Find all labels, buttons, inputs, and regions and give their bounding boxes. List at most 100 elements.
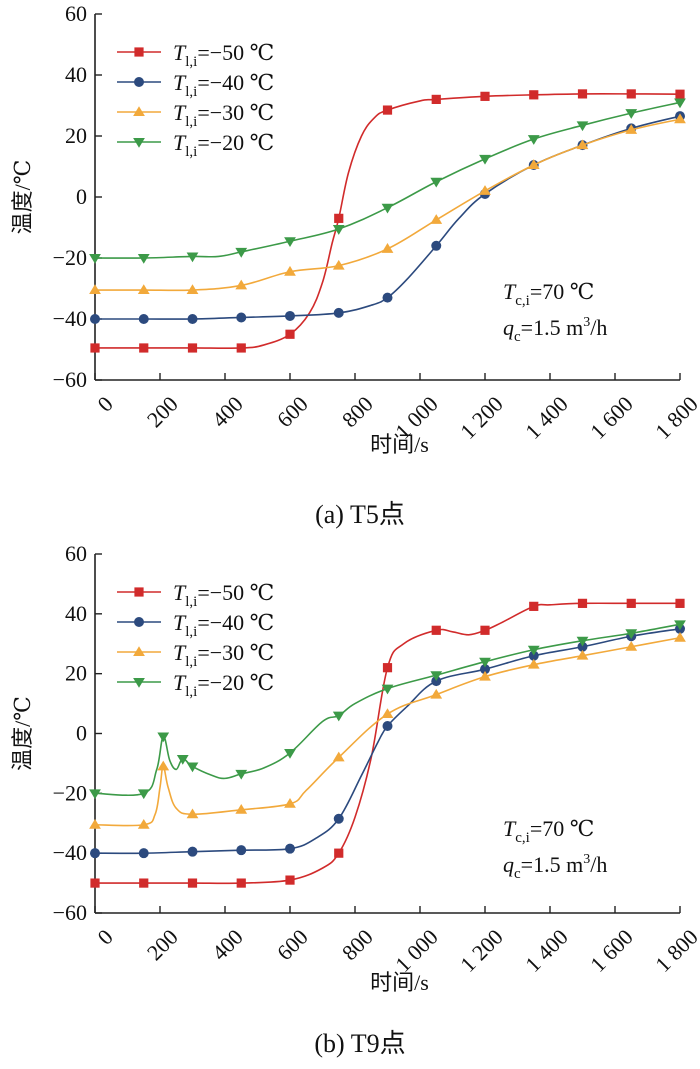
- legend-marker: [133, 678, 145, 688]
- data-point: [90, 848, 100, 859]
- data-point: [479, 185, 491, 195]
- data-point: [479, 670, 491, 681]
- data-point: [285, 875, 295, 885]
- data-point: [675, 89, 685, 99]
- data-point: [137, 284, 150, 294]
- data-point: [382, 105, 393, 115]
- legend-marker: [134, 77, 144, 87]
- y-tick-label: 20: [65, 661, 87, 686]
- x-tick-label: 1 800: [650, 391, 700, 444]
- y-tick-label: 0: [76, 721, 87, 746]
- data-point: [235, 803, 248, 814]
- legend-label: Tl,i=−40 ℃: [173, 70, 274, 100]
- x-tick-label: 600: [272, 391, 313, 432]
- data-point: [333, 813, 344, 824]
- data-point: [138, 848, 149, 859]
- y-tick-label: 0: [76, 184, 87, 209]
- data-point: [527, 159, 540, 169]
- legend-label: Tl,i=−20 ℃: [173, 670, 274, 700]
- legend-item: Tl,i=−20 ℃: [117, 130, 274, 160]
- data-point: [236, 312, 247, 323]
- legend-marker: [133, 106, 145, 116]
- y-tick-label: −40: [53, 306, 87, 331]
- data-point: [674, 113, 686, 124]
- data-point: [157, 760, 170, 771]
- data-point: [334, 213, 344, 223]
- legend-marker: [134, 617, 144, 627]
- data-point: [157, 732, 170, 743]
- series-line: [95, 602, 680, 885]
- y-tick-label: 40: [65, 601, 87, 626]
- data-point: [382, 721, 393, 732]
- data-point: [187, 846, 198, 857]
- x-tick-label: 200: [142, 391, 183, 432]
- data-point: [626, 598, 636, 608]
- data-point: [577, 641, 588, 652]
- data-point: [284, 748, 296, 759]
- legend-label: Tl,i=−30 ℃: [173, 100, 274, 130]
- data-point: [527, 645, 540, 656]
- legend: Tl,i=−50 ℃Tl,i=−40 ℃Tl,i=−30 ℃Tl,i=−20 ℃: [117, 580, 274, 700]
- data-point: [284, 237, 296, 248]
- data-point: [382, 292, 393, 303]
- y-axis-label: 温度/℃: [10, 696, 35, 771]
- y-tick-label: 60: [65, 1, 87, 26]
- data-point: [529, 90, 539, 100]
- series-line: [94, 623, 681, 797]
- series-line: [94, 101, 681, 259]
- data-point: [576, 139, 589, 150]
- series-4: [89, 98, 686, 264]
- annotation-coolant-temp: Tc,i=70 ℃: [503, 279, 594, 309]
- data-point: [576, 649, 589, 660]
- legend-item: Tl,i=−30 ℃: [117, 640, 274, 670]
- data-point: [430, 214, 443, 224]
- data-point: [576, 121, 589, 132]
- data-point: [381, 243, 394, 253]
- x-tick-label: 1 600: [585, 924, 638, 977]
- x-tick-label: 800: [337, 391, 378, 432]
- data-point: [89, 284, 101, 294]
- x-tick-label: 600: [272, 924, 313, 965]
- y-tick-label: 60: [65, 541, 87, 566]
- x-tick-label: 200: [142, 924, 183, 965]
- data-point: [332, 225, 345, 235]
- data-point: [90, 343, 100, 353]
- data-point: [89, 254, 101, 264]
- x-tick-label: 1 400: [520, 391, 573, 444]
- data-point: [236, 878, 246, 888]
- data-point: [431, 676, 442, 687]
- legend-label: Tl,i=−40 ℃: [173, 610, 274, 640]
- data-point: [625, 109, 638, 119]
- data-point: [89, 818, 101, 829]
- data-point: [137, 254, 150, 264]
- series-1: [90, 89, 685, 353]
- data-point: [284, 798, 296, 808]
- data-point: [186, 762, 199, 773]
- y-tick-label: −20: [53, 245, 87, 270]
- y-axis-label: 温度/℃: [10, 160, 35, 235]
- data-point: [674, 631, 686, 642]
- data-point: [187, 314, 198, 324]
- series-1: [90, 598, 685, 888]
- annotation: Tc,i=70 ℃ qc=1.5 m3/h: [503, 279, 607, 345]
- data-point: [527, 135, 540, 145]
- data-point: [186, 252, 199, 263]
- data-point: [333, 307, 344, 318]
- x-tick-label: 0: [92, 924, 117, 949]
- data-point: [381, 684, 394, 695]
- data-point: [479, 154, 491, 165]
- legend-label: Tl,i=−50 ℃: [173, 40, 274, 70]
- series-line: [94, 627, 681, 855]
- annotation: Tc,i=70 ℃ qc=1.5 m3/h: [503, 816, 607, 882]
- y-tick-label: 40: [65, 62, 87, 87]
- data-point: [332, 751, 345, 762]
- data-point: [675, 598, 685, 608]
- series-3: [89, 113, 686, 294]
- data-point: [90, 314, 100, 324]
- x-tick-label: 800: [337, 924, 378, 965]
- y-tick-label: −40: [53, 840, 87, 865]
- x-tick-label: 400: [207, 924, 248, 965]
- data-point: [187, 878, 198, 888]
- y-tick-label: −60: [53, 900, 87, 925]
- x-tick-label: 1 800: [650, 924, 700, 977]
